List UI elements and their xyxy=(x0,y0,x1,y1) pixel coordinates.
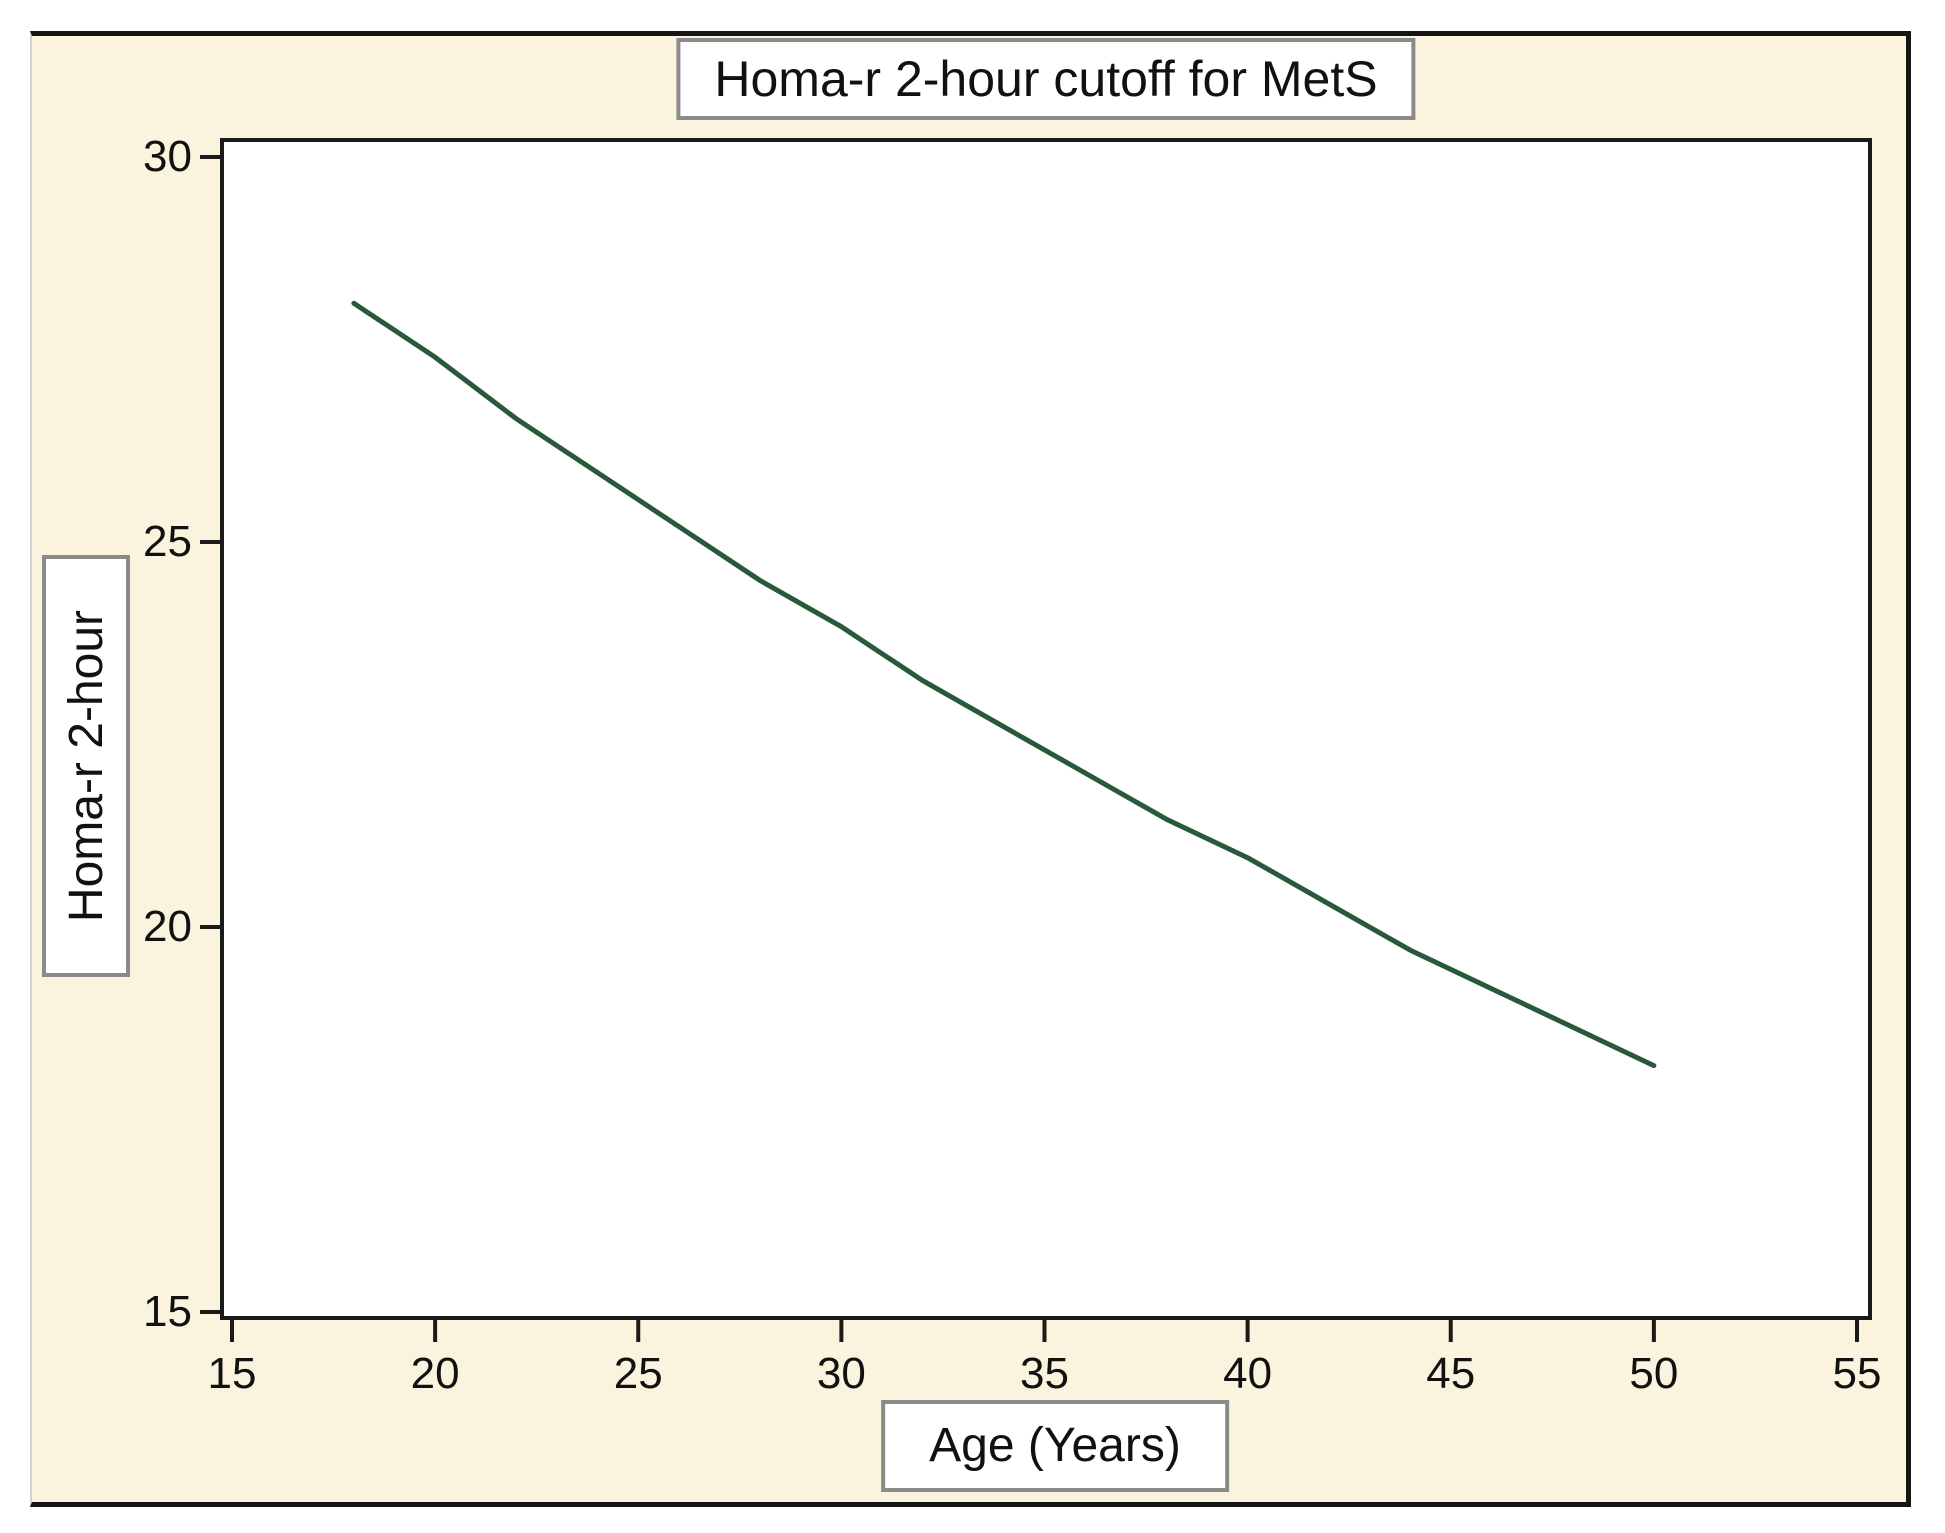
x-tick-label: 30 xyxy=(816,1349,866,1398)
x-tick-label: 25 xyxy=(613,1349,663,1398)
y-axis-label: Homa-r 2-hour xyxy=(59,609,113,923)
x-tick-label: 50 xyxy=(1629,1349,1679,1398)
x-axis-label-box: Age (Years) xyxy=(881,1400,1229,1492)
x-tick-label: 40 xyxy=(1223,1349,1273,1398)
y-tick-label: 15 xyxy=(143,1287,192,1336)
plot-area xyxy=(220,138,1872,1320)
y-tick-label: 20 xyxy=(143,902,192,951)
y-tick-label: 30 xyxy=(143,132,192,181)
x-tick-label: 45 xyxy=(1426,1349,1476,1398)
y-tick-label: 25 xyxy=(143,517,192,566)
y-axis-label-box: Homa-r 2-hour xyxy=(42,555,130,977)
x-tick-label: 55 xyxy=(1832,1349,1882,1398)
cutoff-curve xyxy=(351,300,1657,1069)
x-tick-label: 35 xyxy=(1020,1349,1069,1398)
x-tick-label: 15 xyxy=(207,1349,257,1398)
x-tick-label: 20 xyxy=(410,1349,460,1398)
chart-title: Homa-r 2-hour cutoff for MetS xyxy=(676,38,1416,120)
